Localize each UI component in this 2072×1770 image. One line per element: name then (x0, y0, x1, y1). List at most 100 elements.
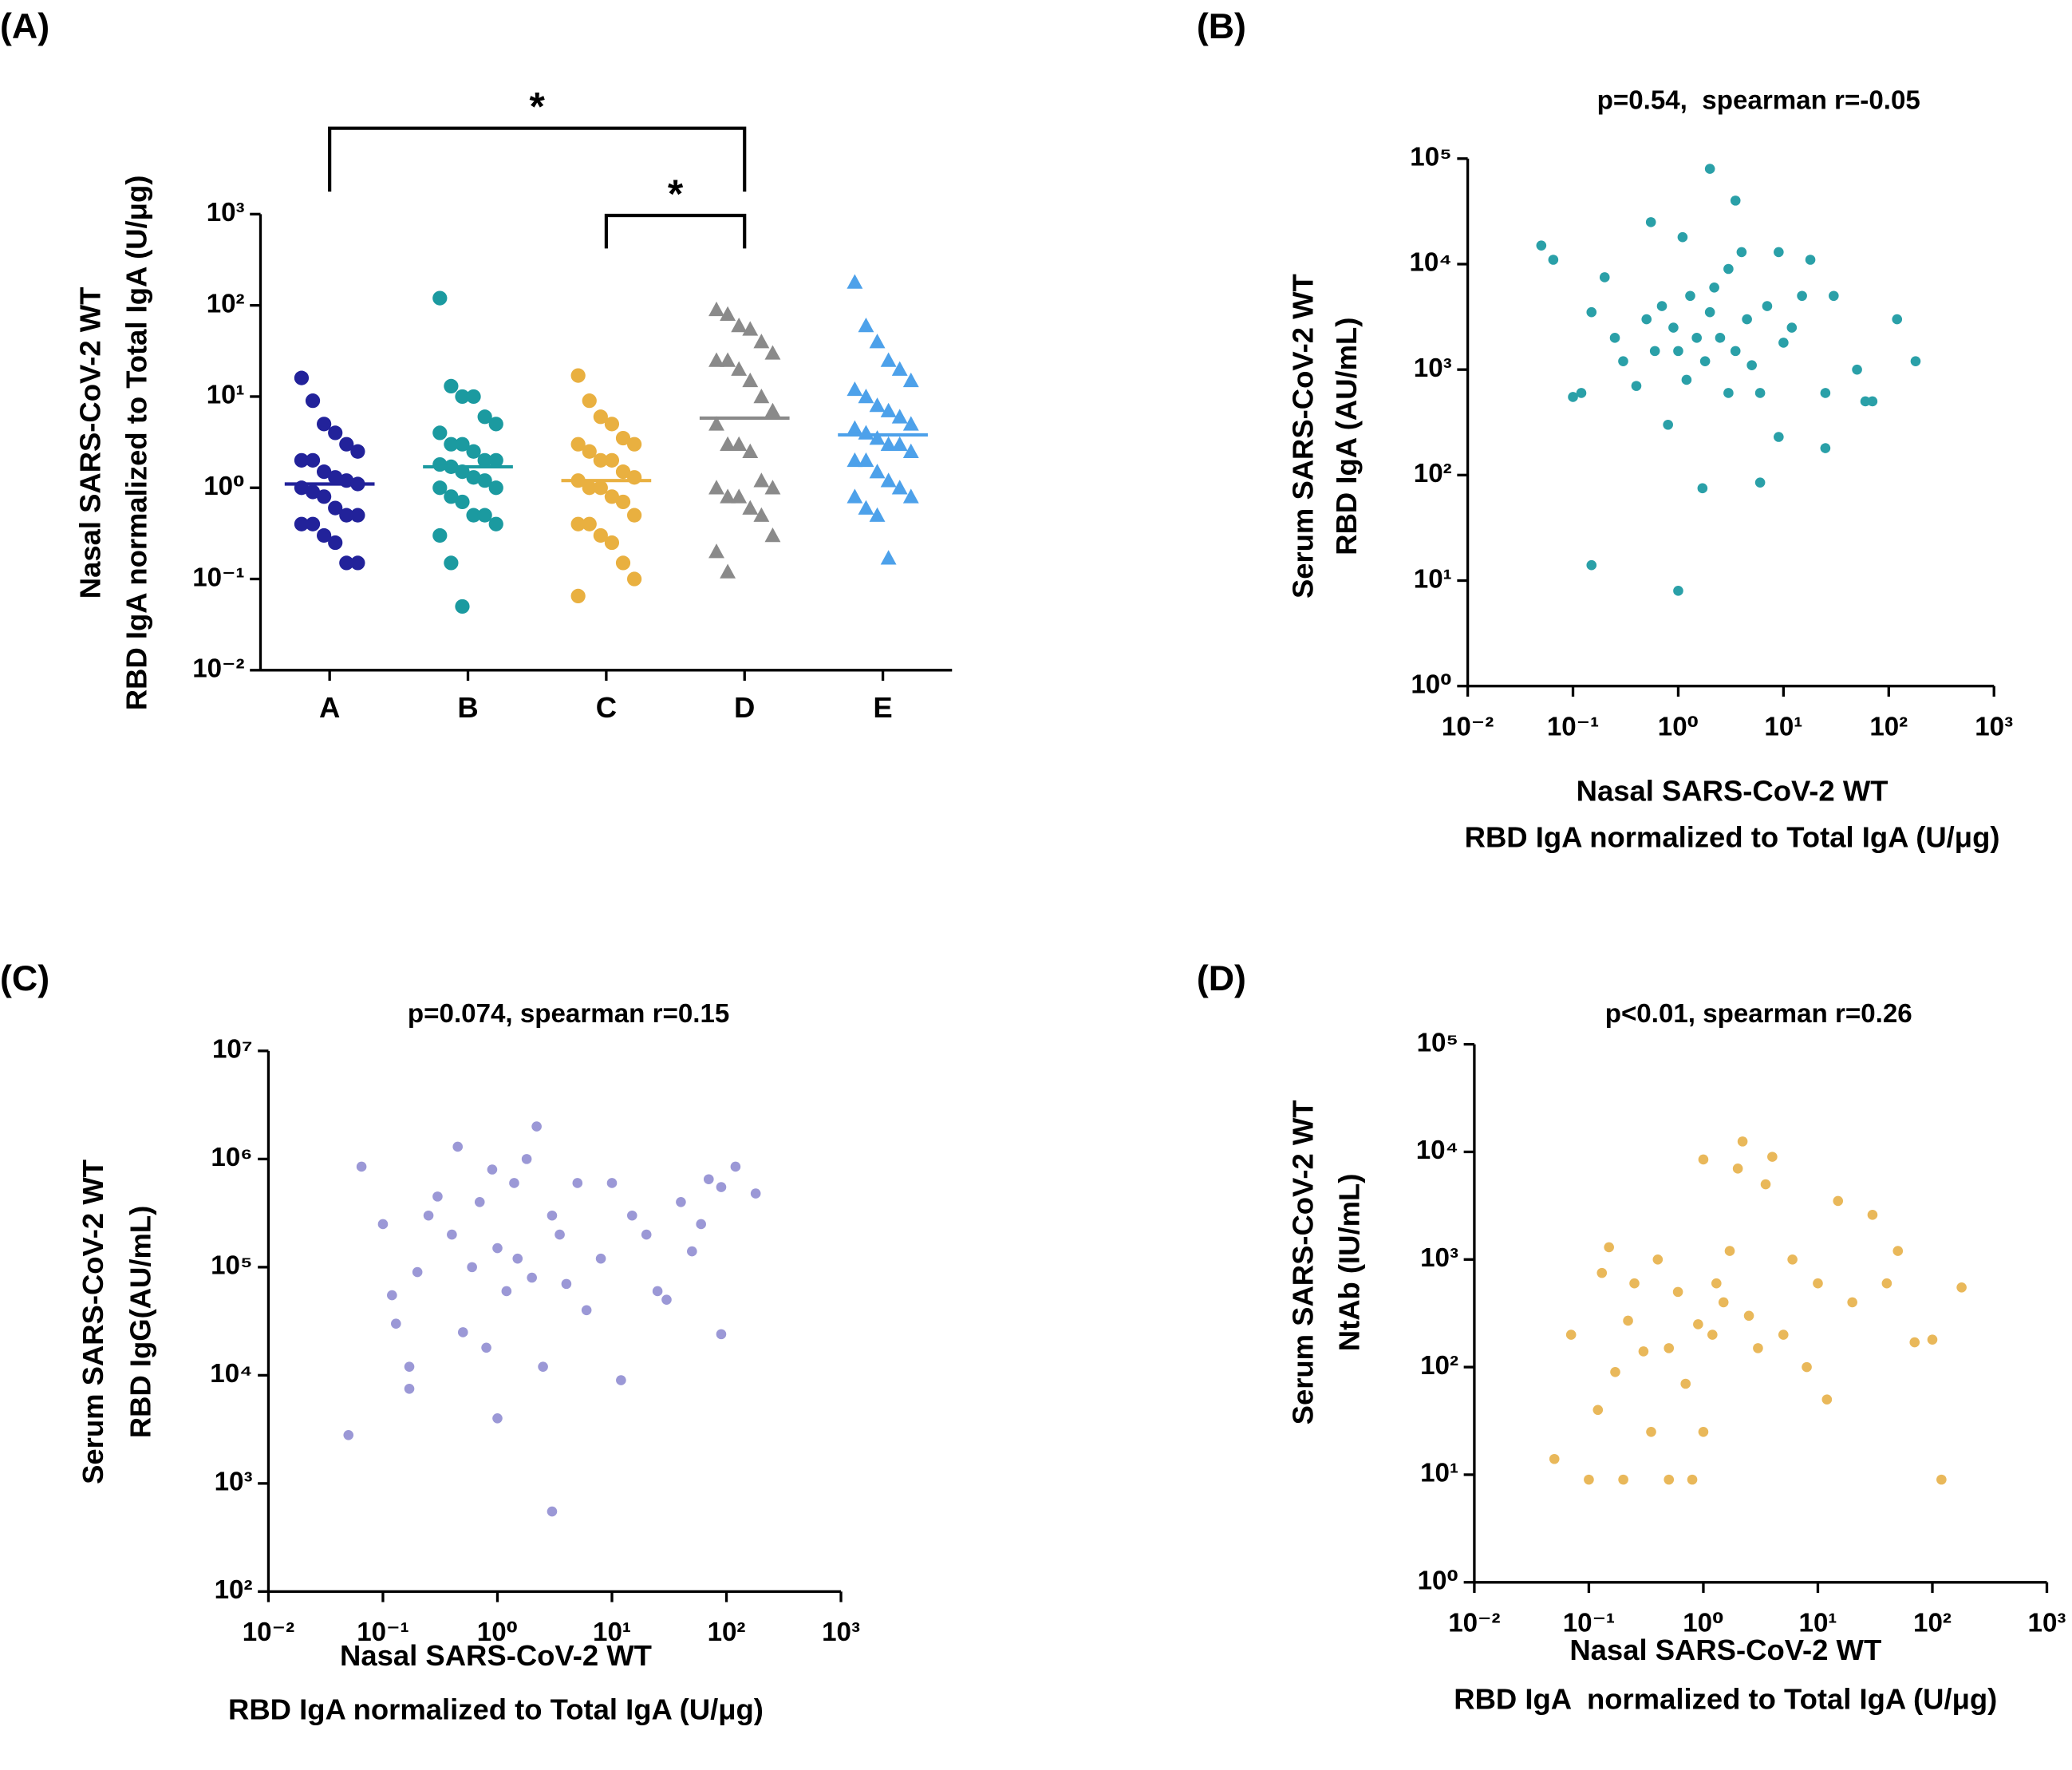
panel (1463, 1042, 2049, 1594)
point (1892, 1246, 1904, 1256)
point (720, 563, 736, 579)
point (488, 516, 503, 531)
point (570, 516, 586, 531)
point (305, 393, 321, 409)
point (581, 1305, 592, 1316)
point (1704, 164, 1715, 174)
point (731, 318, 748, 333)
point (858, 318, 874, 333)
x-tick-label: 10⁻² (243, 1618, 294, 1647)
point (604, 489, 620, 504)
point (626, 437, 642, 452)
x-tick-label: 10² (708, 1618, 746, 1647)
point (708, 416, 724, 431)
point (1691, 333, 1702, 343)
point (1576, 388, 1587, 398)
y-axis-label: RBD IgA (AU/mL) (1330, 318, 1363, 555)
point (466, 444, 481, 459)
point (432, 425, 448, 441)
y-tick-label: 10⁰ (1418, 1567, 1458, 1596)
point (1746, 360, 1757, 370)
point (703, 1174, 714, 1185)
point (477, 508, 492, 523)
x-axis-label: RBD IgA normalized to Total IgA (U/μg) (228, 1693, 764, 1726)
point (423, 1210, 434, 1221)
point (444, 437, 459, 452)
point (731, 488, 748, 504)
point (891, 480, 908, 495)
significance-bracket (604, 213, 747, 249)
y-tick-label: 10⁵ (211, 1251, 252, 1281)
point (317, 527, 332, 543)
point (487, 1164, 498, 1175)
point (339, 555, 354, 571)
x-tick-label: 10⁻² (1448, 1609, 1500, 1638)
point (1956, 1282, 1967, 1293)
point (708, 352, 724, 367)
point (847, 420, 863, 435)
y-tick-label: 10¹ (207, 381, 245, 410)
point (1797, 290, 1807, 302)
point (305, 516, 321, 531)
point (1645, 217, 1656, 227)
x-tick-label: 10⁰ (477, 1618, 518, 1647)
point (764, 402, 781, 417)
point (1786, 322, 1798, 333)
point (350, 444, 365, 459)
point (1704, 306, 1715, 318)
point (593, 480, 608, 496)
point (615, 430, 631, 446)
point (1609, 333, 1620, 343)
point (317, 464, 332, 480)
point (492, 1413, 503, 1424)
point (652, 1286, 663, 1297)
x-axis-label: RBD IgA normalized to Total IgA (U/μg) (1454, 1682, 1997, 1715)
point (1774, 432, 1784, 442)
x-tick-label: E (873, 691, 892, 724)
point (615, 555, 631, 571)
point (1867, 396, 1878, 407)
point (847, 452, 863, 468)
y-axis-label: RBD IgA normalized to Total IgA (U/μg) (120, 176, 153, 711)
point (467, 1262, 477, 1273)
y-tick-label: 10³ (1414, 354, 1452, 383)
point (720, 352, 736, 367)
point (474, 1197, 485, 1207)
point (858, 388, 874, 404)
y-axis-label: Serum SARS-CoV-2 WT (1286, 1100, 1319, 1425)
point (891, 436, 908, 451)
x-tick-label: 10¹ (593, 1618, 631, 1647)
point (1664, 1474, 1675, 1485)
x-tick-label: 10⁻¹ (1547, 712, 1599, 741)
y-tick-label: 10⁴ (1409, 248, 1451, 278)
point (377, 1219, 389, 1230)
y-tick-label: 10³ (215, 1468, 253, 1497)
point (1586, 559, 1597, 571)
point (880, 402, 897, 417)
point (858, 452, 874, 468)
point (1693, 1319, 1703, 1329)
point (447, 1229, 457, 1240)
point (742, 443, 759, 459)
point (582, 516, 597, 531)
x-tick-label: 10³ (1975, 712, 2013, 741)
point (720, 488, 736, 504)
point (661, 1294, 672, 1305)
y-tick-label: 10⁷ (212, 1035, 253, 1065)
chart-title: p=0.074, spearman r=0.15 (408, 999, 729, 1029)
point (1698, 1154, 1709, 1165)
point (1909, 1337, 1920, 1348)
point (350, 555, 365, 571)
point (1697, 483, 1708, 494)
point (328, 500, 343, 516)
point (847, 381, 863, 397)
point (387, 1290, 397, 1301)
x-tick-label: D (734, 691, 755, 724)
y-tick-label: 10⁰ (203, 472, 244, 501)
x-axis-label: Nasal SARS-CoV-2 WT (1569, 1634, 1881, 1666)
point (466, 508, 481, 523)
point (404, 1361, 415, 1372)
significance-label: * (530, 85, 546, 129)
point (477, 409, 492, 425)
point (391, 1318, 401, 1329)
